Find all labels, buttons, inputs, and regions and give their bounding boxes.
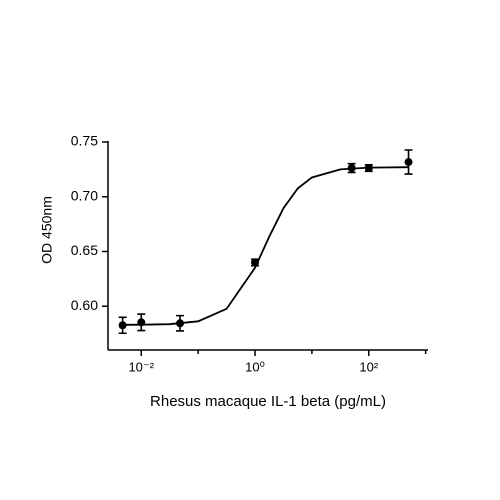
x-tick-label: 10² [359, 359, 378, 374]
x-tick-label: 10⁻² [128, 359, 154, 374]
data-point [137, 318, 146, 327]
x-axis-label: Rhesus macaque IL-1 beta (pg/mL) [150, 393, 386, 410]
y-tick-label: 0.65 [71, 242, 98, 258]
y-tick-label: 0.70 [71, 187, 98, 203]
data-point [347, 164, 356, 173]
data-point [176, 319, 185, 328]
data-point [364, 164, 373, 173]
x-tick-label: 10⁰ [245, 359, 265, 374]
data-point [404, 158, 413, 167]
fit-curve [122, 166, 409, 326]
y-tick-label: 0.75 [71, 133, 98, 149]
data-point [251, 258, 260, 267]
data-point [118, 321, 127, 330]
y-tick-label: 0.60 [71, 297, 98, 313]
y-axis-label: OD 450nm [39, 196, 55, 264]
